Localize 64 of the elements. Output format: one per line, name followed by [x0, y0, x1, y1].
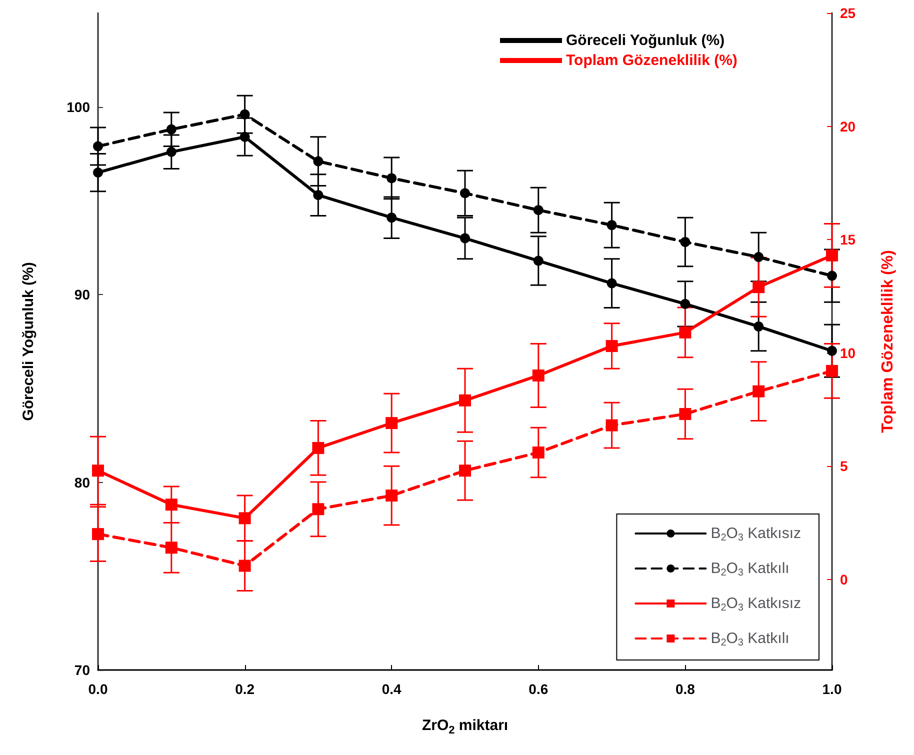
y2-tick-label: 25: [840, 5, 856, 21]
point: [313, 190, 324, 200]
point: [459, 394, 471, 406]
point: [92, 464, 104, 477]
point: [165, 498, 178, 511]
y-tick-label: 100: [66, 98, 90, 115]
point: [826, 364, 838, 377]
point: [166, 146, 176, 157]
point: [679, 326, 692, 338]
point: [386, 417, 398, 430]
y-axis-title: Göreceli Yoğunluk (%): [20, 262, 37, 421]
point: [93, 168, 103, 178]
y2-axis-title: Toplam Gözeneklilik (%): [880, 250, 896, 433]
point: [460, 188, 470, 198]
y-tick-label: 80: [74, 474, 90, 490]
y2-tick-label: 5: [840, 458, 848, 474]
y2-tick-label: 0: [840, 571, 848, 588]
point: [166, 124, 176, 134]
y2-tick-label: 20: [840, 118, 856, 134]
point: [240, 132, 250, 142]
point: [240, 109, 250, 120]
point: [606, 278, 617, 288]
point: [238, 560, 251, 572]
point: [752, 385, 765, 398]
point: [606, 220, 617, 230]
annotation: Toplam Gözeneklilik (%): [566, 52, 738, 68]
point: [754, 321, 764, 332]
y-tick-label: 90: [74, 286, 90, 303]
y2-tick-label: 15: [840, 232, 856, 248]
x-tick-label: 0.0: [88, 681, 108, 697]
annotation: Göreceli Yoğunluk (%): [566, 32, 725, 48]
point: [680, 237, 690, 248]
point: [533, 205, 544, 216]
point: [93, 141, 103, 152]
point: [460, 233, 470, 244]
point: [313, 156, 324, 166]
point: [532, 446, 544, 459]
point: [312, 503, 324, 516]
point: [459, 464, 471, 477]
point: [386, 173, 397, 184]
point: [238, 512, 251, 524]
point: [312, 442, 324, 454]
x-tick-label: 0.4: [382, 681, 402, 697]
x-tick-label: 0.2: [235, 681, 255, 697]
point: [386, 212, 397, 223]
point: [532, 369, 544, 382]
point: [533, 256, 544, 266]
y2-tick-label: 10: [840, 344, 856, 361]
point: [752, 281, 765, 294]
y-tick-label: 70: [74, 662, 90, 678]
point: [92, 528, 104, 540]
point: [826, 249, 838, 262]
point: [827, 346, 837, 356]
point: [386, 490, 398, 502]
point: [754, 252, 764, 262]
x-tick-label: 0.8: [675, 681, 696, 697]
point: [606, 419, 618, 432]
point: [606, 340, 618, 352]
x-tick-label: 1.0: [822, 681, 842, 697]
point: [827, 270, 837, 281]
x-tick-label: 0.6: [528, 681, 548, 697]
point: [679, 408, 692, 420]
point: [680, 298, 690, 309]
point: [165, 542, 178, 554]
